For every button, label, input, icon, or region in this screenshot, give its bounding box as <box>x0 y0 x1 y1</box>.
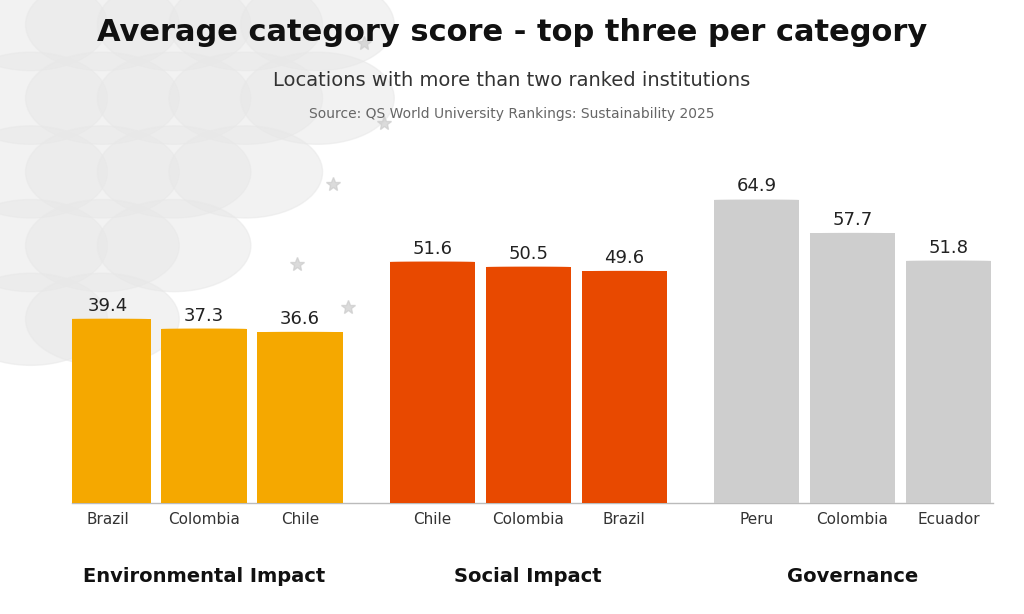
Text: 50.5: 50.5 <box>508 245 548 263</box>
Circle shape <box>169 126 323 218</box>
Text: 49.6: 49.6 <box>604 249 644 267</box>
Text: 64.9: 64.9 <box>736 177 776 195</box>
Bar <box>906 261 991 503</box>
Text: Locations with more than two ranked institutions: Locations with more than two ranked inst… <box>273 71 751 90</box>
Circle shape <box>97 52 251 144</box>
Text: 51.8: 51.8 <box>929 239 969 257</box>
Text: Average category score - top three per category: Average category score - top three per c… <box>97 18 927 47</box>
Circle shape <box>97 0 251 71</box>
Circle shape <box>26 52 179 144</box>
Text: Social Impact: Social Impact <box>455 567 602 586</box>
Circle shape <box>0 273 108 365</box>
Circle shape <box>0 200 108 292</box>
Text: Source: QS World University Rankings: Sustainability 2025: Source: QS World University Rankings: Su… <box>309 107 715 122</box>
Circle shape <box>0 52 108 144</box>
Bar <box>162 329 247 503</box>
Circle shape <box>26 200 179 292</box>
Circle shape <box>169 52 323 144</box>
Bar <box>66 319 151 503</box>
Bar <box>485 267 570 503</box>
Text: Governance: Governance <box>786 567 919 586</box>
Bar <box>257 332 343 503</box>
Circle shape <box>0 0 108 71</box>
Circle shape <box>169 0 323 71</box>
Circle shape <box>241 0 394 71</box>
Bar <box>810 233 895 503</box>
Circle shape <box>241 52 394 144</box>
Text: 39.4: 39.4 <box>88 297 128 315</box>
Circle shape <box>26 126 179 218</box>
Circle shape <box>97 200 251 292</box>
Bar <box>714 200 799 503</box>
Circle shape <box>0 126 108 218</box>
Text: 36.6: 36.6 <box>280 310 319 328</box>
Circle shape <box>97 126 251 218</box>
Circle shape <box>26 0 179 71</box>
Text: Environmental Impact: Environmental Impact <box>83 567 325 586</box>
Text: 57.7: 57.7 <box>833 211 872 229</box>
Text: 37.3: 37.3 <box>184 307 224 325</box>
Circle shape <box>26 273 179 365</box>
Bar <box>582 271 667 503</box>
Bar <box>389 262 475 503</box>
Text: 51.6: 51.6 <box>413 239 453 258</box>
